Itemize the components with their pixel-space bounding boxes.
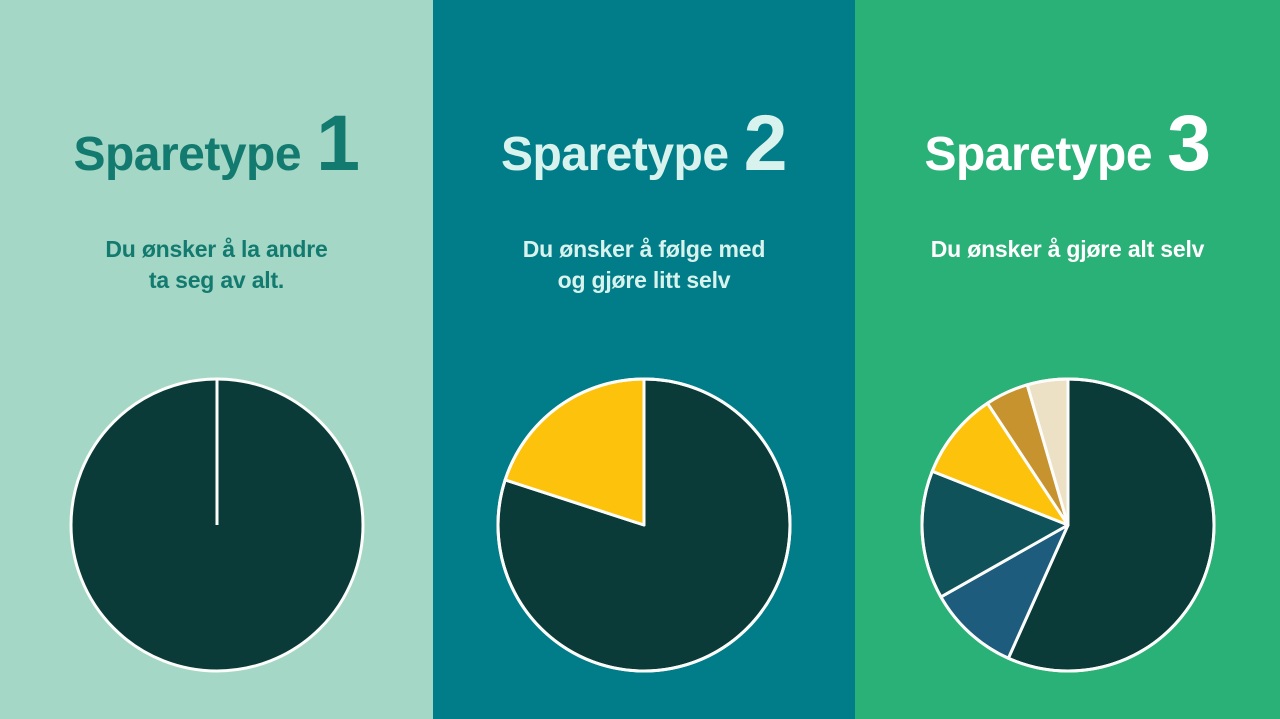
panel-subtitle: Du ønsker å gjøre alt selv	[930, 236, 1205, 262]
pie-outline	[920, 377, 1215, 673]
panel-title-word: Sparetype	[924, 128, 1153, 181]
panel-subtitle: Du ønsker å følge med og gjøre litt selv	[522, 236, 766, 293]
panel-title-number: 3	[1167, 98, 1211, 187]
pie-chart-sparetype-2	[433, 375, 855, 675]
pie-chart-sparetype-1	[0, 375, 433, 675]
panel-sparetype-1: Sparetype 1 Du ønsker å la andre ta seg …	[0, 0, 433, 719]
panel-title: Sparetype 1	[0, 103, 433, 182]
panel-title-word: Sparetype	[500, 128, 729, 181]
panel-sparetype-2: Sparetype 2 Du ønsker å følge med og gjø…	[433, 0, 855, 719]
panel-title: Sparetype 2	[433, 103, 855, 182]
panel-title-number: 2	[743, 98, 788, 187]
pie-chart-sparetype-3	[855, 375, 1280, 675]
pie-outline	[69, 377, 364, 673]
pie-outline	[496, 377, 792, 673]
panel-sparetype-3: Sparetype 3 Du ønsker å gjøre alt selv	[855, 0, 1280, 719]
panel-title: Sparetype 3	[855, 103, 1280, 182]
panel-subtitle: Du ønsker å la andre ta seg av alt.	[105, 236, 328, 293]
panel-title-number: 1	[316, 98, 360, 187]
panel-title-word: Sparetype	[73, 128, 302, 181]
